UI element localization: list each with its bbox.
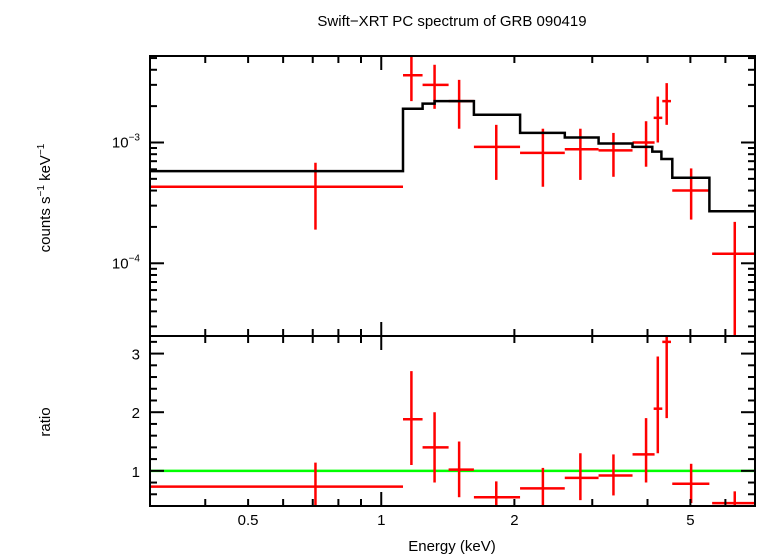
data-point (403, 56, 423, 102)
spectrum-panel: 10−410−3 counts s−1 keV−1 (36, 55, 756, 337)
ylabel-part-exp2: −1 (36, 143, 47, 155)
data-point (712, 491, 755, 506)
data-point (150, 462, 404, 506)
y-tick-base: 10 (112, 255, 129, 272)
x-tick-label: 1 (377, 512, 385, 529)
data-point (448, 441, 474, 498)
data-point (564, 453, 599, 501)
spectrum-y-axis-label: counts s−1 keV−1 (36, 143, 54, 252)
y-tick-base: 10 (112, 134, 129, 151)
y-tick-label: 3 (132, 347, 140, 364)
data-point (632, 418, 655, 483)
ylabel-part-counts: counts s (37, 196, 54, 252)
x-axis-label: Energy (keV) (408, 538, 496, 555)
ratio-y-axis: 1 2 3 (132, 340, 755, 507)
y-tick-label: 2 (132, 405, 140, 422)
data-point (672, 463, 710, 504)
data-point (473, 124, 521, 180)
spectrum-y-axis: 10−410−3 (112, 57, 755, 328)
x-tick-label: 2 (510, 512, 518, 529)
spectrum-model-curve (150, 99, 755, 213)
data-point (473, 481, 521, 506)
spectrum-data-points (150, 56, 755, 336)
ylabel-part-exp1: −1 (36, 185, 47, 197)
y-tick-exponent: −4 (129, 253, 141, 264)
x-tick-label: 5 (686, 512, 694, 529)
chart-title: Swift−XRT PC spectrum of GRB 090419 (317, 13, 586, 30)
data-point (662, 83, 671, 125)
y-tick-label: 10−4 (112, 253, 141, 272)
data-point (653, 96, 663, 143)
data-point (422, 412, 449, 483)
data-point (672, 168, 710, 220)
ratio-data-points (150, 336, 755, 506)
spectrum-panel-frame (149, 55, 756, 337)
data-point (520, 128, 565, 187)
spectrum-frame (149, 55, 756, 337)
y-tick-label: 10−3 (112, 132, 141, 151)
x-axis: 0.5 1 2 5 (238, 512, 695, 529)
y-tick-exponent: −3 (129, 132, 141, 143)
data-point (653, 356, 663, 454)
y-tick-label: 1 (132, 464, 140, 481)
data-point (712, 221, 755, 336)
ratio-frame (149, 335, 756, 507)
data-point (598, 132, 633, 177)
data-point (632, 121, 655, 167)
ylabel-part-kev: keV (37, 155, 54, 185)
data-point (598, 454, 633, 496)
data-point (448, 79, 474, 129)
ratio-y-axis-label: ratio (37, 407, 54, 436)
data-point (150, 162, 404, 230)
x-tick-label: 0.5 (238, 512, 259, 529)
ratio-panel: 1 2 3 ratio (37, 335, 756, 507)
model-step-line (150, 99, 755, 213)
ratio-panel-frame (149, 335, 756, 507)
data-point (520, 467, 565, 506)
data-point (403, 371, 423, 465)
data-point (662, 336, 671, 419)
